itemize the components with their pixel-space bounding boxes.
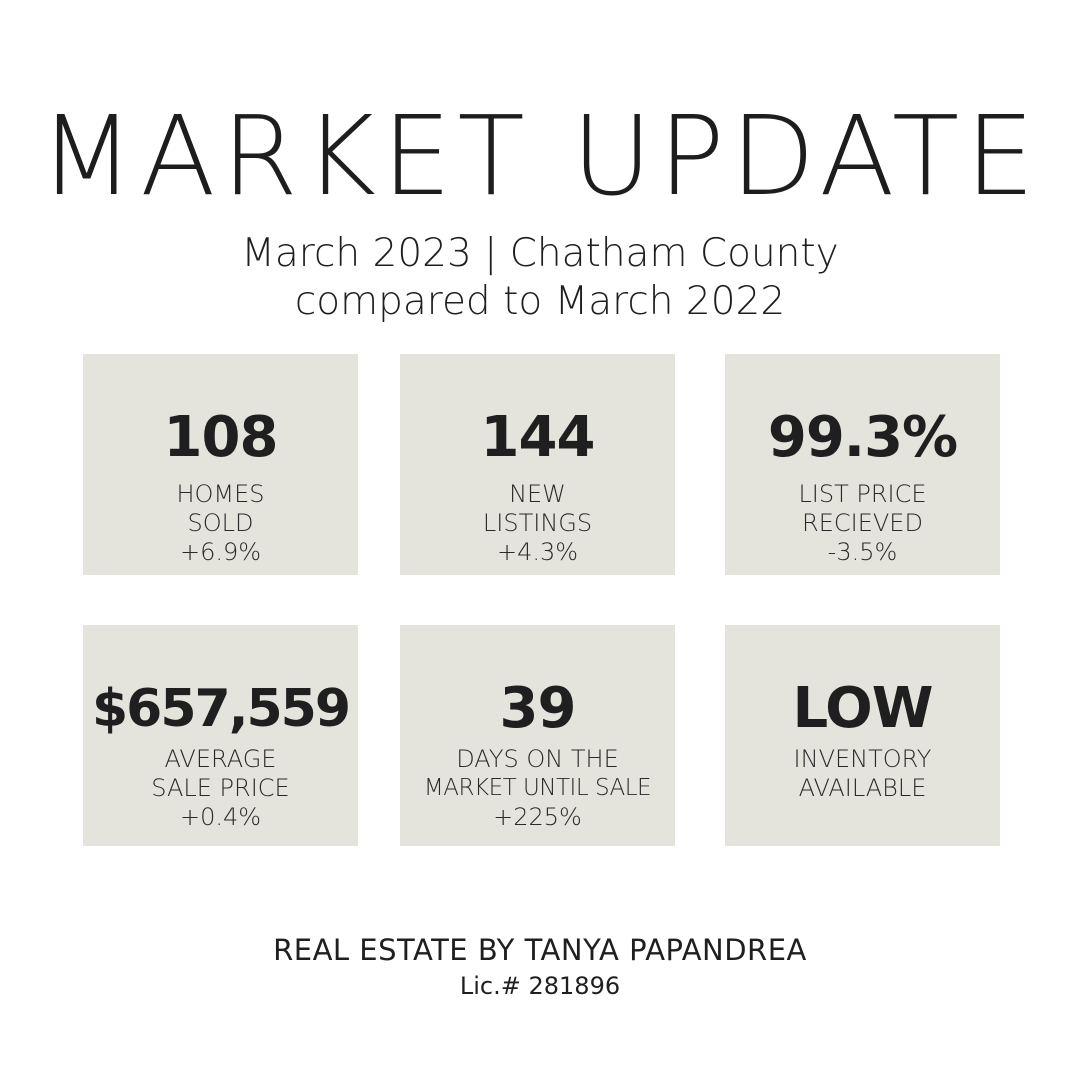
stat-change: +0.4%: [179, 803, 262, 831]
agent-name: REAL ESTATE BY TANYA PAPANDREA: [273, 933, 807, 967]
page-subtitle: March 2023 | Chatham County compared to …: [0, 230, 1080, 326]
stat-card-list-price-received: 99.3% LIST PRICE RECIEVED -3.5%: [725, 354, 1000, 575]
stat-change: +225%: [493, 803, 582, 831]
stat-label: NEW LISTINGS +4.3%: [400, 480, 675, 567]
stat-card-days-on-market: 39 DAYS ON THE MARKET UNTIL SALE +225%: [400, 625, 675, 846]
stat-label: HOMES SOLD +6.9%: [83, 480, 358, 567]
stat-card-homes-sold: 108 HOMES SOLD +6.9%: [83, 354, 358, 575]
license-number: Lic.# 281896: [459, 972, 621, 1000]
page-title: MARKET UPDATE: [39, 92, 1041, 220]
stat-label-line: DAYS ON THE: [456, 745, 619, 773]
stat-change: +4.3%: [496, 538, 579, 566]
stat-label-line: NEW: [509, 480, 566, 508]
stat-label: INVENTORY AVAILABLE: [725, 745, 1000, 803]
stat-label-line: MARKET UNTIL SALE: [423, 775, 652, 801]
stat-label-line: AVAILABLE: [798, 774, 927, 802]
stat-label-line: AVERAGE: [164, 745, 277, 773]
stat-value: 99.3%: [767, 405, 958, 470]
stat-label-line: SOLD: [187, 509, 254, 537]
stat-label: DAYS ON THE MARKET UNTIL SALE +225%: [400, 745, 675, 832]
subtitle-line-1: March 2023 | Chatham County: [241, 231, 839, 276]
stat-label: AVERAGE SALE PRICE +0.4%: [83, 745, 358, 832]
stat-value: LOW: [792, 676, 933, 741]
stat-card-average-sale-price: $657,559 AVERAGE SALE PRICE +0.4%: [83, 625, 358, 846]
footer: REAL ESTATE BY TANYA PAPANDREA Lic.# 281…: [0, 932, 1080, 1002]
stat-value: $657,559: [91, 679, 351, 739]
stat-value: 108: [163, 405, 279, 470]
stat-label-line: HOMES: [176, 480, 265, 508]
stat-label: LIST PRICE RECIEVED -3.5%: [725, 480, 1000, 567]
stat-label-line: RECIEVED: [802, 509, 923, 537]
stat-value: 144: [480, 405, 596, 470]
stat-value: 39: [499, 676, 577, 741]
stat-change: -3.5%: [827, 538, 898, 566]
subtitle-line-2: compared to March 2022: [294, 279, 786, 324]
stat-card-new-listings: 144 NEW LISTINGS +4.3%: [400, 354, 675, 575]
stat-label-line: SALE PRICE: [151, 774, 290, 802]
stat-change: +6.9%: [179, 538, 262, 566]
stat-label-line: INVENTORY: [793, 745, 932, 773]
stat-label-line: LISTINGS: [482, 509, 593, 537]
stat-card-inventory: LOW INVENTORY AVAILABLE: [725, 625, 1000, 846]
stat-label-line: LIST PRICE: [798, 480, 927, 508]
